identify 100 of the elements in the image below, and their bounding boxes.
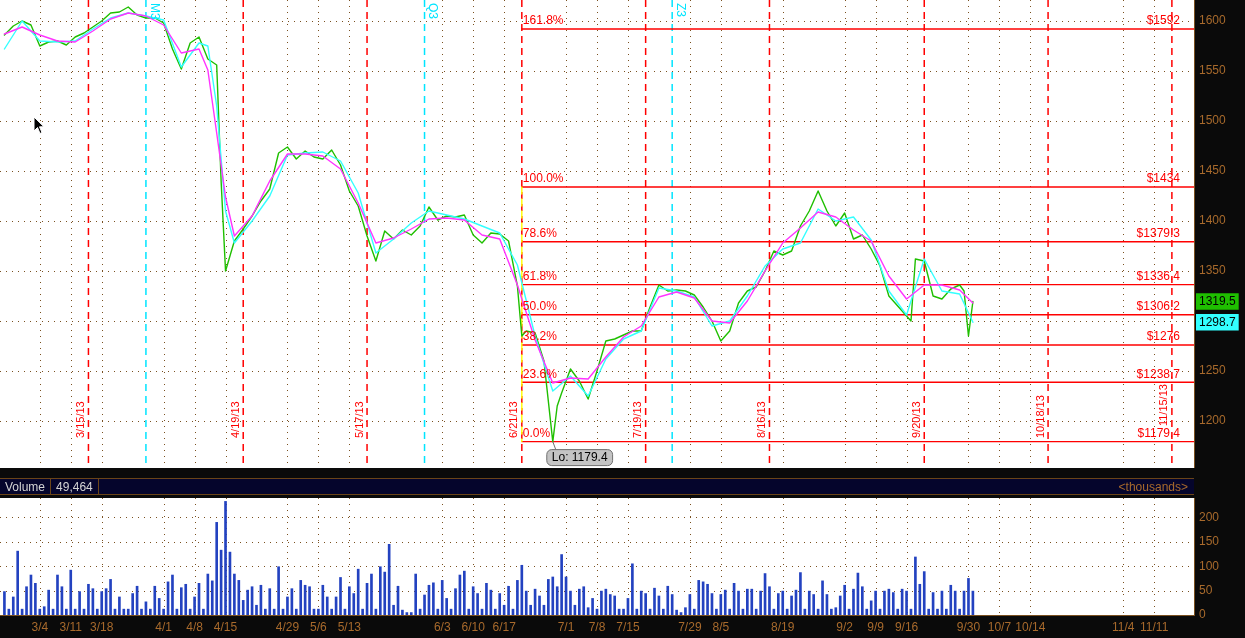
- x-tick-label: 9/30: [956, 619, 981, 634]
- bar: [834, 607, 838, 615]
- y-tick-label: 100: [1199, 558, 1220, 573]
- bar: [821, 580, 824, 615]
- x-tick-label: 9/9: [867, 619, 885, 634]
- bar: [520, 564, 524, 615]
- bar: [246, 589, 249, 615]
- y-tick-label: 1250: [1199, 363, 1227, 378]
- bar: [193, 596, 196, 615]
- bar: [255, 604, 258, 615]
- bar: [684, 607, 687, 615]
- bar: [524, 590, 528, 615]
- bar: [392, 604, 395, 615]
- ref-line-label: 3/15/13: [73, 401, 86, 438]
- x-tick-label: 7/1: [557, 619, 575, 634]
- bar: [268, 588, 272, 615]
- chart-title: Volume: [0, 479, 52, 494]
- x-tick-label: 9/2: [836, 619, 854, 634]
- bar: [109, 579, 112, 615]
- annotation: Z3: [673, 3, 688, 18]
- bar: [830, 608, 833, 615]
- bar: [157, 598, 161, 615]
- bar: [432, 582, 435, 615]
- bar: [799, 572, 802, 615]
- bar: [577, 588, 581, 615]
- x-tick-label: 7/29: [678, 619, 702, 634]
- bar: [498, 593, 502, 615]
- bar: [922, 571, 926, 615]
- x-tick-label: 5/13: [337, 619, 362, 634]
- bar: [737, 590, 740, 615]
- y-tick-label: 200: [1199, 509, 1220, 524]
- bar: [807, 590, 811, 615]
- bar: [547, 579, 550, 615]
- bar: [914, 556, 917, 615]
- bar: [768, 586, 771, 615]
- bar: [538, 595, 541, 615]
- bar: [644, 593, 647, 615]
- annotation: Q3: [426, 3, 441, 20]
- y-tick-label: 1298.7: [1199, 314, 1237, 329]
- x-tick-label: 4/29: [275, 619, 300, 634]
- bar: [78, 591, 81, 615]
- chart-subtitle: 49,464: [51, 479, 99, 494]
- bar: [286, 596, 289, 615]
- series-label: 161.8%: [522, 13, 564, 28]
- bar: [582, 586, 586, 615]
- data-label: $1336.4: [1136, 268, 1181, 283]
- x-tick-label: 6/17: [492, 619, 517, 634]
- x-tick-label: 8/5: [712, 619, 730, 634]
- bar: [591, 598, 594, 615]
- x-tick-label: 11/11: [1140, 619, 1169, 634]
- bar: [131, 593, 134, 615]
- bar: [812, 594, 816, 615]
- bar: [723, 589, 727, 615]
- bar: [153, 585, 157, 615]
- bar: [454, 588, 457, 615]
- ref-line-label: 6/21/13: [507, 401, 520, 438]
- bar: [631, 563, 634, 615]
- bar: [653, 587, 656, 615]
- y-tick-label: 1319.5: [1199, 293, 1237, 308]
- x-tick-label: 11/4: [1112, 619, 1135, 634]
- y-tick-label: 1400: [1199, 213, 1227, 228]
- ref-line-label: 10/18/13: [1033, 395, 1046, 438]
- x-tick-label: 6/3: [433, 619, 451, 634]
- bar: [100, 591, 104, 615]
- bar: [551, 576, 555, 615]
- bar: [852, 588, 855, 615]
- x-tick-label: 4/15: [213, 619, 238, 634]
- bar: [277, 566, 280, 615]
- bar: [639, 590, 643, 615]
- bar: [47, 589, 50, 615]
- data-label: $1276: [1146, 329, 1181, 344]
- bar: [370, 573, 373, 615]
- bar: [953, 590, 957, 615]
- y-tick-label: 1200: [1199, 413, 1227, 428]
- bar: [325, 596, 329, 615]
- y-tick-label: 0: [1199, 607, 1206, 622]
- bar: [776, 593, 780, 615]
- x-tick-label: 5/6: [310, 619, 328, 634]
- ref-line-label: 5/17/13: [352, 401, 365, 438]
- bar: [719, 594, 723, 615]
- ref-line-label: 7/19/13: [631, 401, 644, 438]
- bar: [440, 580, 444, 615]
- bar: [706, 583, 709, 615]
- y-tick-label: 150: [1199, 534, 1220, 549]
- bar: [308, 586, 311, 615]
- bar: [348, 586, 351, 615]
- bar: [34, 582, 37, 615]
- bar: [967, 578, 970, 615]
- series-label: 61.8%: [522, 268, 558, 283]
- bar: [600, 590, 603, 615]
- y-tick-label: 1600: [1199, 13, 1227, 28]
- bar: [560, 554, 563, 615]
- bar: [3, 591, 6, 615]
- bar: [750, 588, 754, 615]
- bar: [184, 583, 188, 615]
- y-tick-label: 50: [1199, 582, 1213, 597]
- x-tick-label: 10/14: [1015, 619, 1046, 634]
- x-tick-label: 7/15: [616, 619, 640, 634]
- bar: [463, 570, 466, 615]
- ref-line-label: 8/16/13: [755, 401, 767, 438]
